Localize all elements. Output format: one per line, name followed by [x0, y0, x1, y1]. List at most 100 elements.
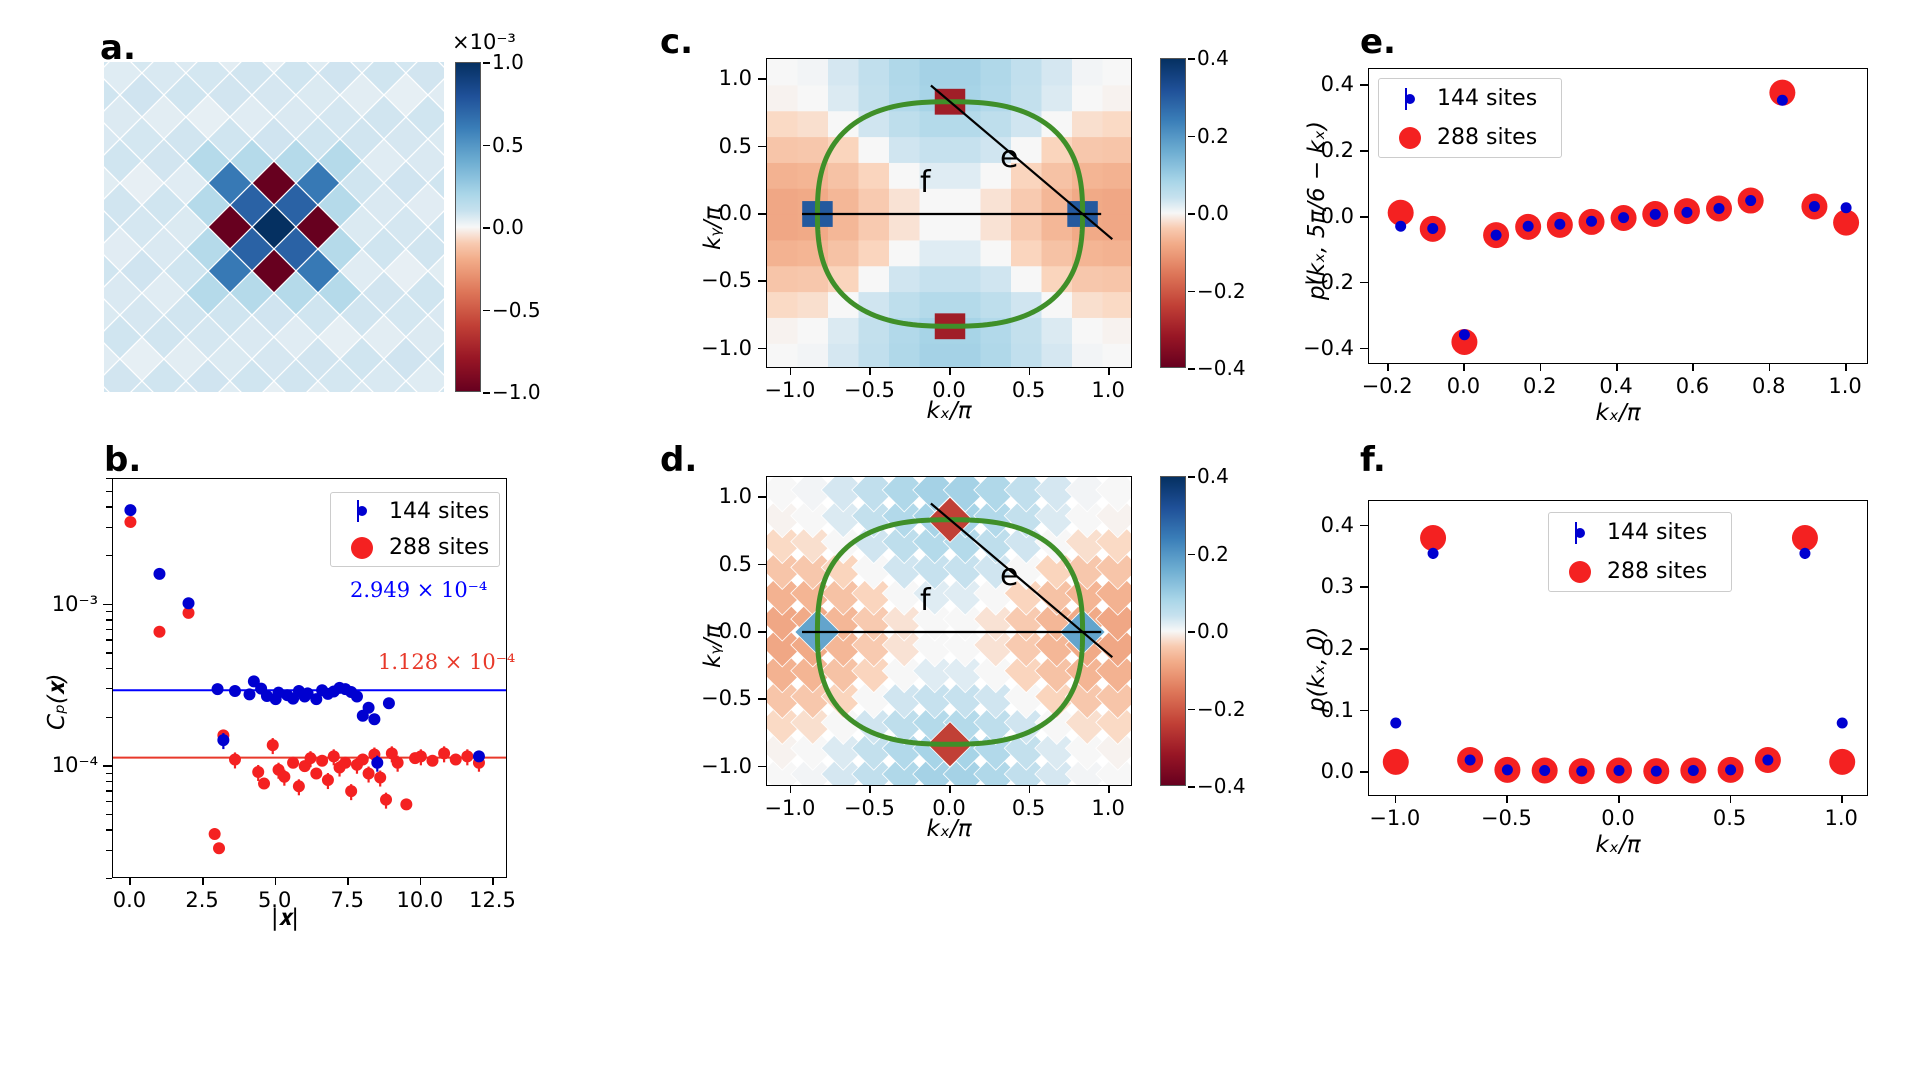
legend-label: 288 sites: [1437, 125, 1537, 150]
y-minor-tick: [106, 629, 112, 630]
x-tick-label: 0.5: [1012, 378, 1045, 402]
y-tick: [758, 631, 766, 633]
y-tick-label: 0.5: [719, 552, 752, 576]
x-tick: [492, 878, 494, 885]
x-tick-label: 0.2: [1523, 374, 1556, 398]
panel-f-legend[interactable]: 144 sites 288 sites: [1548, 512, 1732, 592]
legend-errorbar: [1575, 522, 1577, 544]
x-tick: [1463, 364, 1465, 371]
legend-marker-288: [1383, 127, 1437, 149]
x-tick: [1029, 368, 1031, 375]
colorbar-tick-label: 0.4: [1197, 464, 1229, 488]
legend-row[interactable]: 144 sites: [1379, 79, 1561, 118]
y-minor-tick: [106, 611, 112, 612]
x-tick-label: 1.0: [1828, 374, 1861, 398]
x-tick-label: −1.0: [764, 378, 815, 402]
figure-canvas: a. ×10⁻³ 1.0 0.5 0.0 −0.5 −1.0 b. 0.0 2.5 5.0 7…: [0, 0, 1920, 1080]
legend-row[interactable]: 288 sites: [1379, 118, 1561, 157]
colorbar-tick-label: 0.5: [492, 133, 524, 157]
colorbar-tick: [1188, 136, 1195, 138]
panel-c-ylabel: kᵧ/π: [700, 207, 726, 250]
legend-row[interactable]: 144 sites: [1549, 513, 1731, 552]
x-tick-label: 10.0: [396, 888, 443, 912]
x-tick-label: 1.0: [1091, 796, 1124, 820]
legend-label: 144 sites: [1607, 520, 1707, 545]
x-tick-label: 0.6: [1676, 374, 1709, 398]
legend-row[interactable]: 144 sites: [331, 493, 499, 530]
y-minor-tick: [106, 773, 112, 774]
panel-c-cut-f-label: f: [920, 165, 931, 200]
x-tick-label: 0.0: [1447, 374, 1480, 398]
colorbar-tick-label: 0.2: [1197, 124, 1229, 148]
x-tick: [420, 878, 422, 885]
x-tick: [949, 786, 951, 793]
x-tick: [1618, 796, 1620, 803]
x-tick: [869, 368, 871, 375]
legend-dot: [1399, 127, 1421, 149]
panel-e-ylabel: p(kₓ, 5π/6 − kₓ): [1304, 121, 1330, 300]
legend-errorbar: [1405, 88, 1407, 110]
colorbar-tick-label: −0.2: [1197, 697, 1246, 721]
colorbar-tick-label: −0.2: [1197, 279, 1246, 303]
panel-a-heatmap: [104, 62, 444, 392]
y-minor-tick: [106, 850, 112, 851]
colorbar-tick: [1188, 291, 1195, 293]
x-tick-label: 0.0: [113, 888, 146, 912]
legend-row[interactable]: 288 sites: [331, 530, 499, 567]
y-tick: [758, 348, 766, 350]
panel-f-ylabel: p(kₓ, 0): [1304, 627, 1330, 712]
panel-e-legend[interactable]: 144 sites 288 sites: [1378, 78, 1562, 158]
panel-a-lattice-svg: [104, 62, 444, 392]
colorbar-tick: [1188, 476, 1195, 478]
y-tick: [758, 496, 766, 498]
y-tick-label: −0.5: [701, 686, 752, 710]
x-tick-label: 2.5: [185, 888, 218, 912]
y-tick: [1360, 282, 1368, 284]
legend-dot: [1569, 561, 1591, 583]
x-tick-label: −0.5: [1481, 806, 1532, 830]
x-tick: [1769, 364, 1771, 371]
y-minor-tick: [106, 801, 112, 802]
x-tick-label: 1.0: [1825, 806, 1858, 830]
y-tick: [1360, 525, 1368, 527]
x-tick: [1506, 796, 1508, 803]
colorbar-tick: [1188, 58, 1195, 60]
y-tick-label: 10⁻³: [52, 592, 98, 616]
y-minor-tick: [106, 878, 112, 879]
y-tick-label: −0.5: [701, 268, 752, 292]
panel-b-legend[interactable]: 144 sites 288 sites: [330, 492, 500, 567]
y-minor-tick: [106, 688, 112, 689]
y-tick: [1360, 771, 1368, 773]
panel-f-xlabel: kₓ/π: [1595, 832, 1640, 858]
colorbar-tick-label: 0.0: [492, 215, 524, 239]
colorbar-tick: [1188, 786, 1195, 788]
colorbar-tick-label: −0.4: [1197, 356, 1246, 380]
y-minor-tick: [106, 790, 112, 791]
x-tick: [275, 878, 277, 885]
y-tick: [758, 146, 766, 148]
y-minor-tick: [106, 555, 112, 556]
y-tick-label: −0.4: [1303, 336, 1354, 360]
y-tick-label: 1.0: [719, 484, 752, 508]
colorbar-tick: [1188, 213, 1195, 215]
y-minor-tick: [106, 652, 112, 653]
legend-marker-144: [1383, 94, 1437, 104]
panel-c-cut-e-label: e: [1000, 140, 1018, 175]
panel-d-cut-e-label: e: [1000, 558, 1018, 593]
legend-label: 288 sites: [1607, 559, 1707, 584]
y-tick: [1360, 710, 1368, 712]
y-minor-tick: [106, 639, 112, 640]
legend-row[interactable]: 288 sites: [1549, 552, 1731, 591]
x-tick-label: 1.0: [1091, 378, 1124, 402]
x-tick-label: −0.5: [844, 796, 895, 820]
y-minor-tick: [106, 781, 112, 782]
panel-f-label: f.: [1360, 440, 1386, 480]
legend-label: 144 sites: [1437, 86, 1537, 111]
panel-c-plot: [766, 58, 1132, 368]
x-tick: [1029, 786, 1031, 793]
y-minor-tick: [106, 619, 112, 620]
panel-d-plot: [766, 476, 1132, 786]
y-tick: [103, 604, 112, 606]
y-tick-label: −1.0: [701, 336, 752, 360]
x-tick: [790, 786, 792, 793]
